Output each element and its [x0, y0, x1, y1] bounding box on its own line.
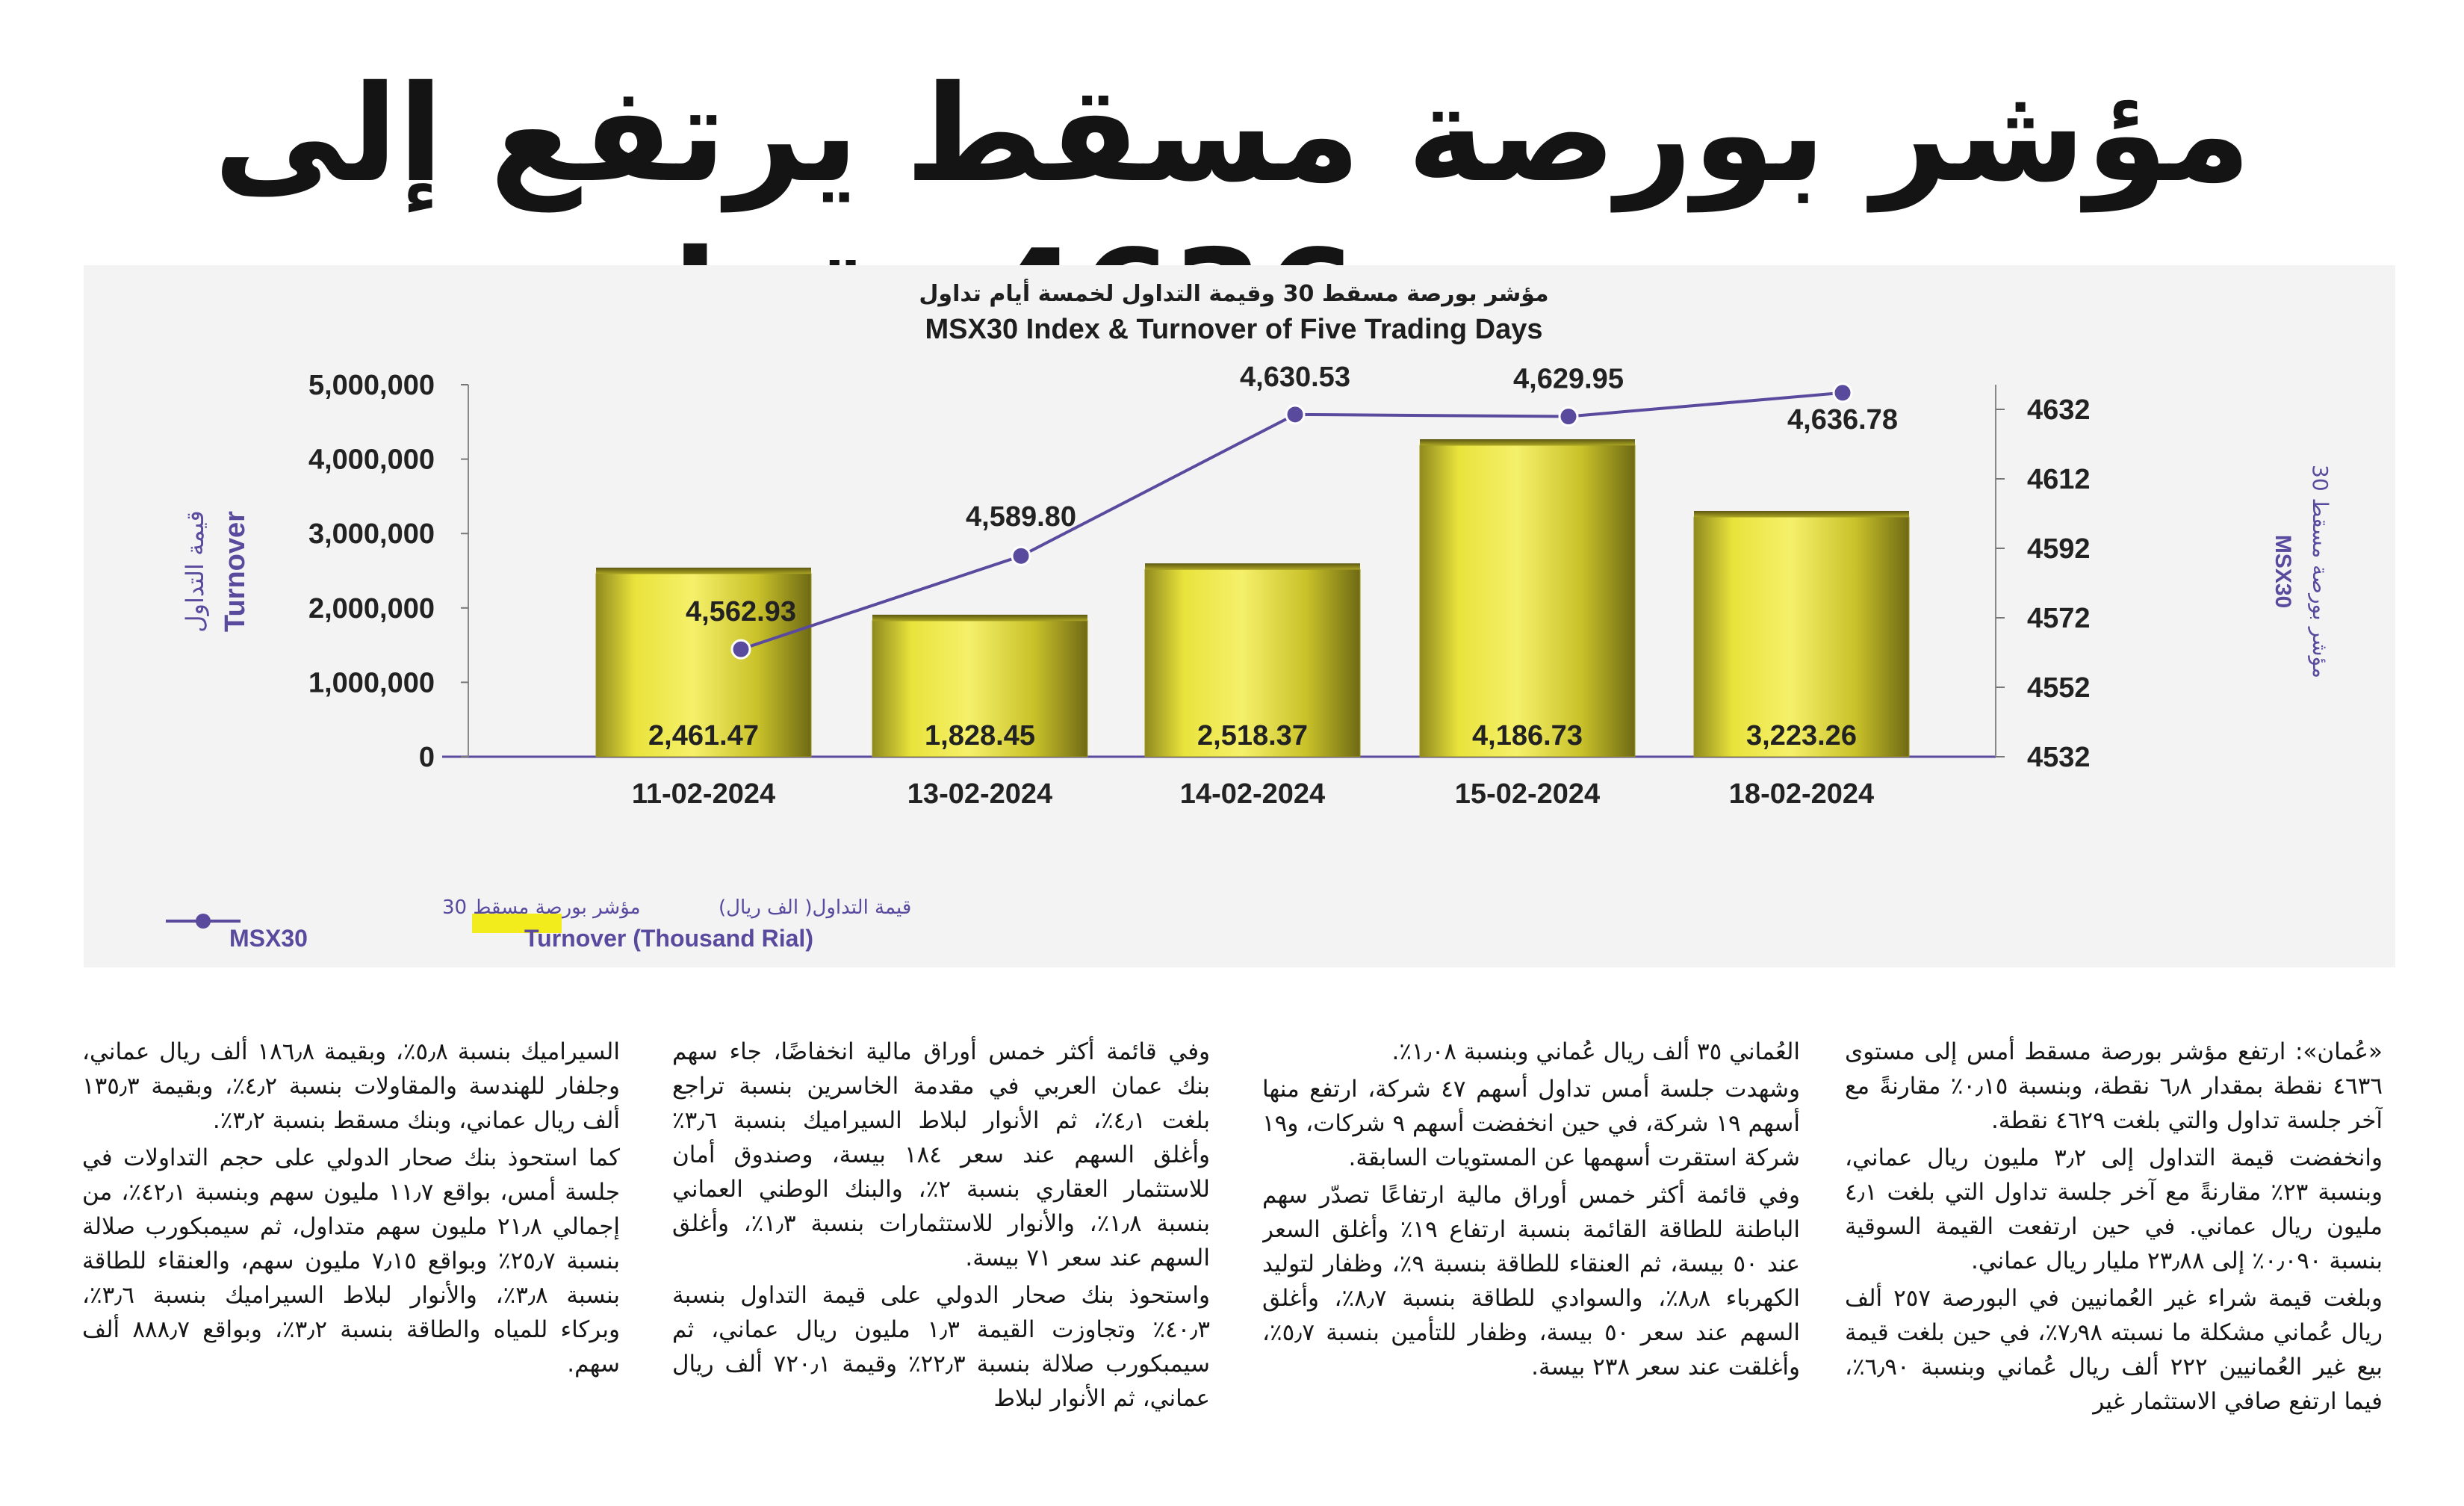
x-tick-label: 11-02-2024 — [632, 778, 775, 810]
msx30-point — [730, 639, 751, 660]
msx30-turnover-chart: مؤشر بورصة مسقط 30 وقيمة التداول لخمسة أ… — [166, 279, 2333, 952]
left-tick-label: 2,000,000 — [308, 593, 435, 625]
chart-panel: مؤشر بورصة مسقط 30 وقيمة التداول لخمسة أ… — [84, 265, 2395, 967]
turnover-bar — [1419, 444, 1636, 757]
article-paragraph: وبلغت قيمة شراء غير العُمانيين في البورص… — [1845, 1285, 2383, 1415]
article-paragraph: وانخفضت قيمة التداول إلى ٣٫٢ مليون ريال … — [1845, 1144, 2383, 1274]
turnover-bar-top — [596, 567, 811, 574]
right-tick-label: 4632 — [2027, 394, 2091, 426]
turnover-data-label: 2,461.47 — [648, 720, 759, 752]
turnover-bar-top — [1420, 439, 1635, 446]
turnover-bar-top — [1145, 563, 1360, 570]
msx30-data-label: 4,562.93 — [686, 596, 796, 628]
legend-msx30-marker — [196, 914, 211, 929]
turnover-bar — [595, 573, 812, 757]
legend-turnover-label: Turnover (Thousand Rial) — [524, 925, 813, 952]
msx30-point — [1558, 406, 1579, 427]
article-column-3: وفي قائمة أكثر خمس أوراق مالية انخفاضًا،… — [672, 1035, 1210, 1483]
left-tick-label: 1,000,000 — [308, 667, 435, 698]
left-tick-label: 5,000,000 — [308, 370, 435, 401]
turnover-data-label: 1,828.45 — [925, 720, 1035, 752]
turnover-bar — [1144, 568, 1361, 757]
legend-turnover-label-ar: قيمة التداول( الف ريال) — [719, 896, 911, 919]
right-tick-label: 4552 — [2027, 672, 2091, 704]
article-paragraph: «عُمان»: ارتفع مؤشر بورصة مسقط أمس إلى م… — [1845, 1038, 2383, 1134]
x-tick-label: 14-02-2024 — [1180, 778, 1325, 810]
article-column-2: العُماني ٣٥ ألف ريال عُماني وبنسبة ١٫٠٨٪… — [1262, 1035, 1800, 1483]
right-axis-title-ar: مؤشر بورصة مسقط 30 — [2308, 465, 2333, 678]
legend-msx30-label: MSX30 — [229, 925, 308, 952]
article-paragraph: العُماني ٣٥ ألف ريال عُماني وبنسبة ١٫٠٨٪… — [1391, 1038, 1800, 1065]
x-tick-label: 15-02-2024 — [1455, 778, 1600, 810]
right-axis-title: MSX30 — [2271, 535, 2295, 608]
msx30-point — [1832, 382, 1853, 403]
turnover-bar — [1693, 516, 1910, 757]
right-tick-label: 4572 — [2027, 603, 2091, 634]
turnover-bar-top — [872, 614, 1087, 621]
msx30-data-label: 4,629.95 — [1513, 364, 1624, 395]
article-paragraph: كما استحوذ بنك صحار الدولي على حجم التدا… — [82, 1144, 620, 1378]
turnover-bar-top — [1694, 510, 1909, 517]
turnover-data-label: 2,518.37 — [1197, 720, 1308, 752]
left-axis-title-ar: قيمة التداول — [181, 510, 209, 632]
left-tick-label: 4,000,000 — [308, 444, 435, 476]
article-paragraph: وشهدت جلسة أمس تداول أسهم ٤٧ شركة، ارتفع… — [1262, 1076, 1800, 1171]
turnover-data-label: 4,186.73 — [1472, 720, 1583, 752]
left-tick-label: 3,000,000 — [308, 518, 435, 550]
msx30-point — [1285, 404, 1306, 425]
right-tick-label: 4592 — [2027, 533, 2091, 565]
msx30-data-label: 4,636.78 — [1787, 404, 1898, 436]
article-paragraph: السيراميك بنسبة ٥٫٨٪، وبقيمة ١٨٦٫٨ ألف ر… — [82, 1038, 620, 1134]
article-paragraph: وفي قائمة أكثر خمس أوراق مالية انخفاضًا،… — [672, 1038, 1210, 1271]
left-tick-label: 0 — [419, 742, 435, 773]
article-paragraph: وفي قائمة أكثر خمس أوراق مالية ارتفاعًا … — [1262, 1182, 1800, 1380]
turnover-data-label: 3,223.26 — [1746, 720, 1857, 752]
right-tick-label: 4532 — [2027, 742, 2091, 773]
x-tick-label: 13-02-2024 — [907, 778, 1052, 810]
left-axis-title: Turnover — [220, 511, 251, 632]
legend-turnover-swatch — [472, 914, 562, 933]
msx30-data-label: 4,589.80 — [966, 501, 1076, 533]
article-column-1: «عُمان»: ارتفع مؤشر بورصة مسقط أمس إلى م… — [1845, 1035, 2383, 1483]
msx30-point — [1011, 545, 1031, 566]
x-tick-label: 18-02-2024 — [1729, 778, 1874, 810]
chart-subtitle: MSX30 Index & Turnover of Five Trading D… — [925, 314, 1542, 345]
turnover-bar — [872, 620, 1088, 757]
article-paragraph: واستحوذ بنك صحار الدولي على قيمة التداول… — [672, 1282, 1210, 1412]
right-tick-label: 4612 — [2027, 464, 2091, 495]
article-column-4: السيراميك بنسبة ٥٫٨٪، وبقيمة ١٨٦٫٨ ألف ر… — [82, 1035, 620, 1483]
msx30-data-label: 4,630.53 — [1240, 362, 1350, 393]
chart-title: مؤشر بورصة مسقط 30 وقيمة التداول لخمسة أ… — [919, 279, 1548, 307]
